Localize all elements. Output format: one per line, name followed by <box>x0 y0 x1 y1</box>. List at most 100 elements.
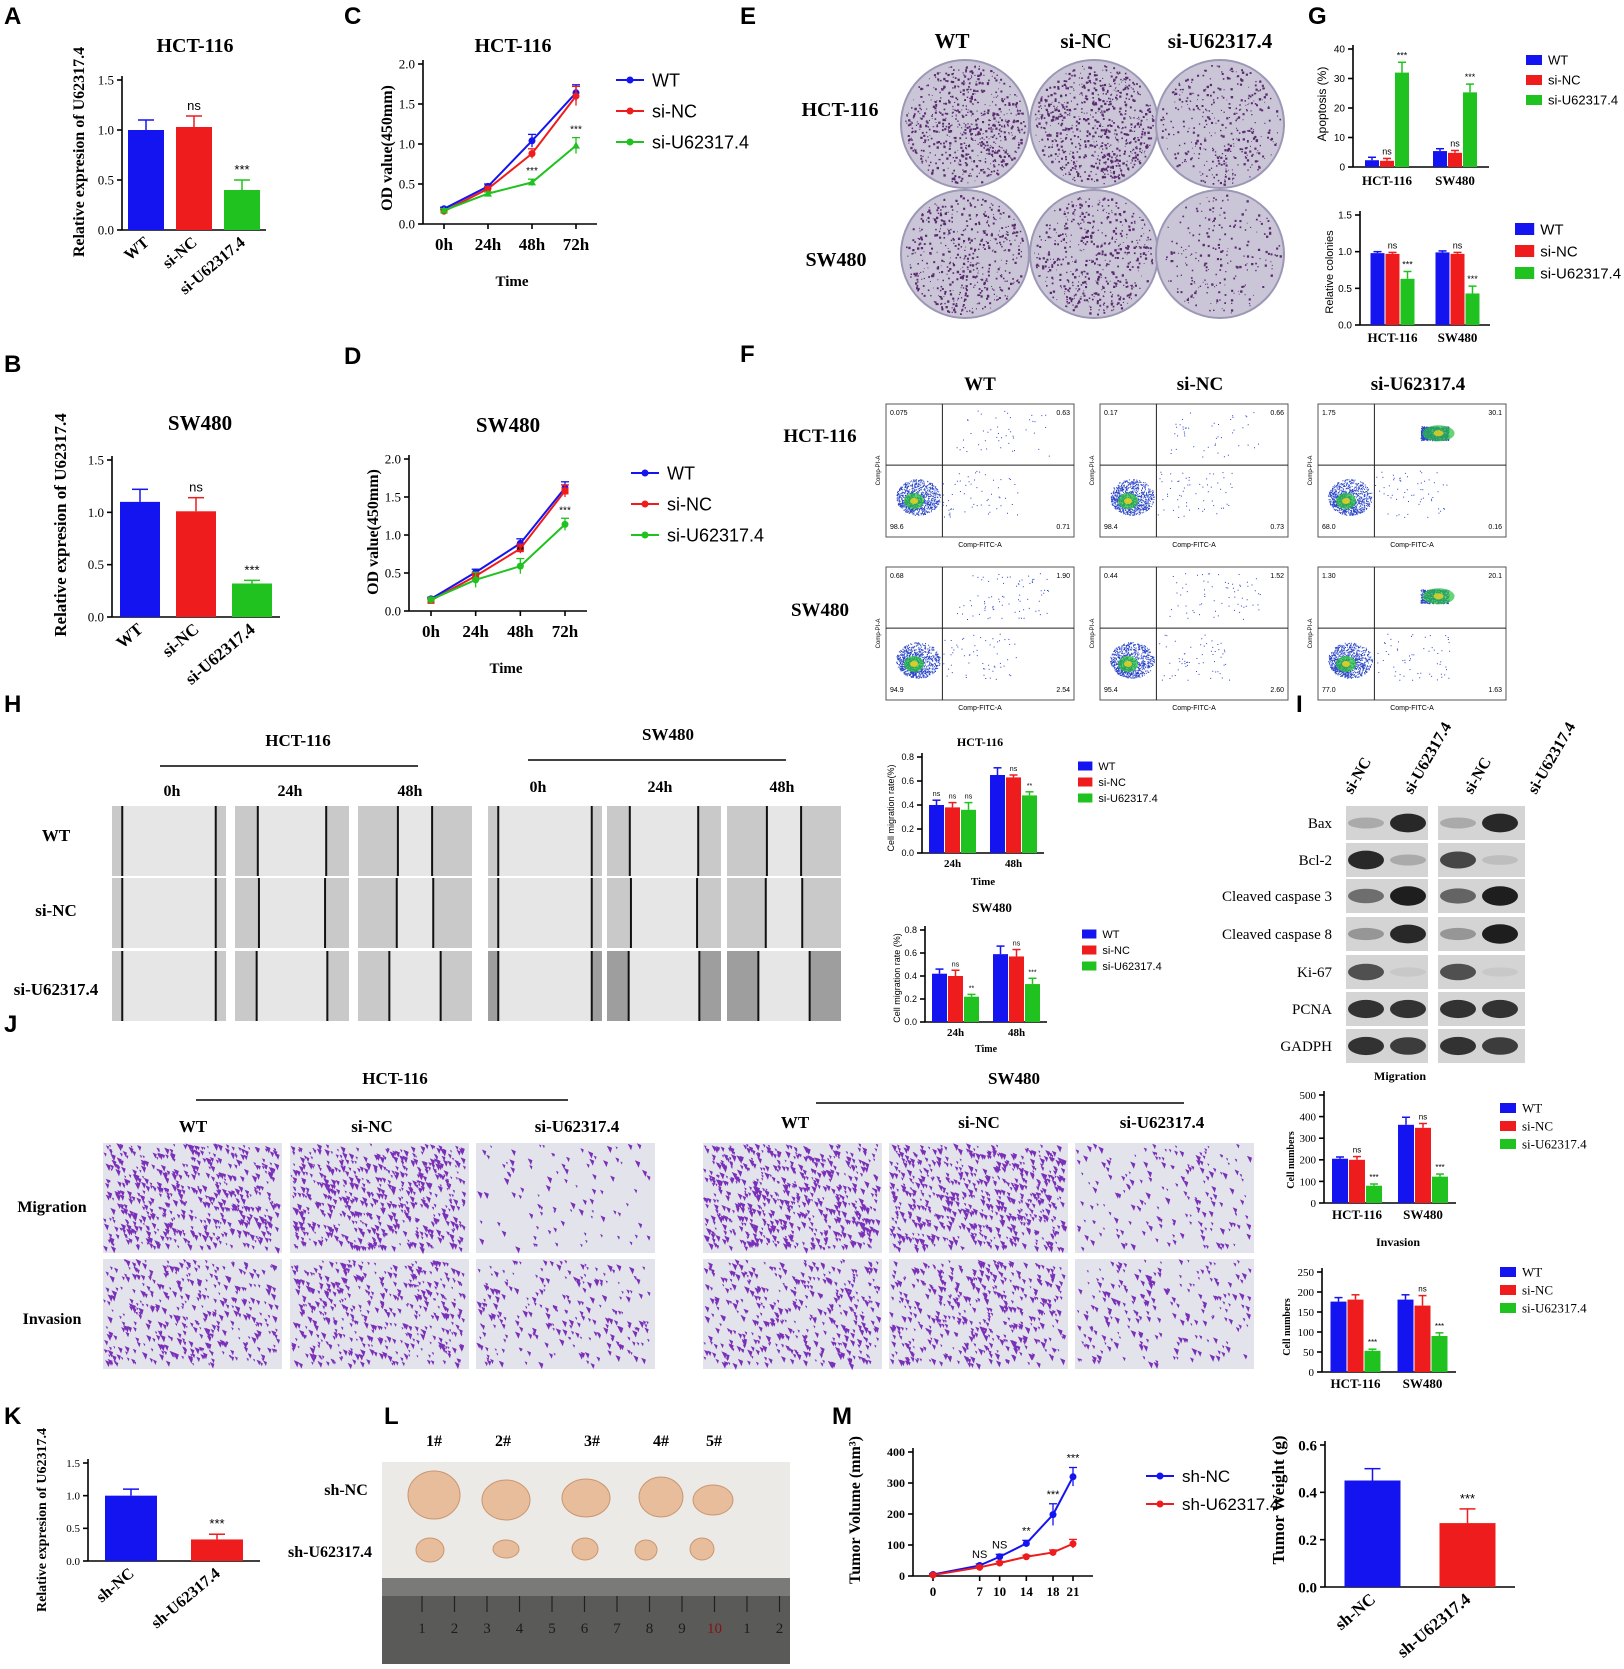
event-dots <box>1328 589 1451 681</box>
bar <box>1395 72 1409 167</box>
legend-swatch <box>1515 245 1535 257</box>
chart-G-bottom: 0.0 0.5 1.0 1.5 ns *** HCT-116 ns *** SW480 <box>1338 211 1490 345</box>
quadrant-q4-value: 95.4 <box>1104 687 1118 694</box>
legend: WT si-NC si-U62317.4 <box>616 70 749 152</box>
x-tick-label: HCT-116 <box>1367 330 1418 345</box>
x-axis-label: Time <box>495 274 528 290</box>
significance-label: *** <box>1067 1453 1081 1465</box>
panel-letter-M: M <box>832 1403 852 1430</box>
stained-cells <box>290 1259 466 1370</box>
series-line <box>932 1476 1074 1576</box>
x-tick-label: 72h <box>563 235 590 254</box>
tumor-sh-nc <box>481 1479 531 1521</box>
bar <box>224 190 260 230</box>
protein-label: Cleaved caspase 8 <box>1222 927 1332 943</box>
colony-dish <box>1155 59 1285 189</box>
bar <box>105 1495 157 1561</box>
column-header: WT <box>781 1113 810 1132</box>
y-axis-label: Cell numbers <box>1286 1131 1297 1189</box>
data-point <box>484 189 492 197</box>
significance-label: *** <box>1465 72 1476 82</box>
tumor-sh-u62317 <box>492 1539 520 1559</box>
significance-label: ns <box>1450 138 1460 148</box>
row-header: HCT-116 <box>783 426 856 447</box>
significance-label: ns <box>189 480 203 495</box>
legend: WT si-NC si-U62317.4 <box>1082 929 1162 973</box>
x-axis-label: Comp-FITC-A <box>958 542 1002 549</box>
data-point <box>561 487 569 495</box>
legend-swatch <box>1526 75 1542 85</box>
plot-frame <box>1099 566 1289 701</box>
x-tick-label: si-NC <box>160 234 201 272</box>
time-header: 0h <box>530 779 547 796</box>
column-header: si-U62317.4 <box>535 1117 620 1136</box>
legend-label: si-NC <box>1540 243 1578 260</box>
panel-letter-B: B <box>4 351 21 378</box>
column-header: si-NC <box>1177 374 1223 395</box>
x-axis-label: Comp-FITC-A <box>1390 542 1434 549</box>
y-tick-label: 1.5 <box>399 97 415 112</box>
quadrant-q3-value: 0.16 <box>1488 524 1502 531</box>
column-header: si-NC <box>1060 29 1111 53</box>
x-tick-label: SW480 <box>1438 330 1478 345</box>
data-point <box>996 1559 1004 1567</box>
x-tick-label: 24h <box>947 1027 964 1039</box>
y-axis-label: Comp-PI-A <box>876 619 882 649</box>
significance-label: *** <box>1467 274 1478 284</box>
data-point <box>484 185 492 193</box>
blot-band <box>1390 1037 1426 1055</box>
x-axis-label: Time <box>975 1044 998 1055</box>
y-tick-label: 0.5 <box>88 557 104 572</box>
legend-marker <box>1156 1472 1164 1480</box>
y-tick-label: 1.0 <box>88 505 104 520</box>
legend-label: si-U62317.4 <box>667 525 764 545</box>
colony-dish <box>1155 189 1285 319</box>
x-tick-label: sh-U62317.4 <box>148 1565 223 1632</box>
bar <box>945 807 960 853</box>
quadrant-q2-value: 0.63 <box>1056 410 1070 417</box>
time-header: 48h <box>770 779 795 796</box>
tumor-sh-nc <box>638 1476 684 1518</box>
chart-title: Invasion <box>1376 1235 1420 1249</box>
bar <box>1448 152 1462 167</box>
panel-letter-J: J <box>4 1011 17 1038</box>
x-tick-label: sh-NC <box>93 1565 137 1606</box>
blot-band <box>1482 999 1518 1019</box>
stained-cells <box>1076 1259 1252 1369</box>
blot-band <box>1348 1036 1384 1056</box>
plot-frame <box>885 403 1075 538</box>
significance-label: *** <box>1369 1173 1378 1182</box>
quadrant-q1-value: 0.075 <box>890 410 908 417</box>
colony-dots <box>1034 197 1154 316</box>
column-header: si-NC <box>351 1117 393 1136</box>
protein-label: GADPH <box>1280 1039 1332 1055</box>
significance-label: ns <box>1013 941 1021 948</box>
y-tick-label: 1.0 <box>399 137 415 152</box>
bar <box>1009 956 1024 1022</box>
y-axis-label: Cell migration rate (%) <box>892 933 902 1023</box>
data-point <box>1022 1539 1030 1547</box>
y-axis-label: Comp-PI-A <box>1090 619 1096 649</box>
x-tick-label: 24h <box>944 858 961 870</box>
y-tick-label: 0.0 <box>385 604 401 619</box>
legend-swatch <box>1500 1139 1516 1149</box>
legend-swatch <box>1526 95 1542 105</box>
y-tick-label: 1.5 <box>1338 211 1352 222</box>
quadrant-q3-value: 0.71 <box>1056 524 1070 531</box>
y-tick-label: 0.8 <box>901 752 914 762</box>
significance-label: ns <box>187 98 201 113</box>
series-line <box>443 95 577 213</box>
y-tick-label: 0.5 <box>399 177 415 192</box>
density-peak <box>910 498 918 504</box>
colony-dots <box>1034 65 1155 185</box>
x-tick-label: SW480 <box>1403 1376 1443 1391</box>
series-line <box>443 144 577 212</box>
significance-label: ** <box>1022 1525 1031 1537</box>
y-tick-label: 0.6 <box>1298 1438 1317 1454</box>
stained-cells <box>889 1143 1068 1254</box>
y-tick-label: 0.5 <box>385 566 401 581</box>
y-tick-label: 1.0 <box>385 528 401 543</box>
quadrant-q2-value: 1.90 <box>1056 573 1070 580</box>
data-point <box>528 178 536 186</box>
chart-M-weight: 0.0 0.2 0.4 0.6 sh-NC *** sh-U62317.4 <box>1298 1438 1515 1661</box>
